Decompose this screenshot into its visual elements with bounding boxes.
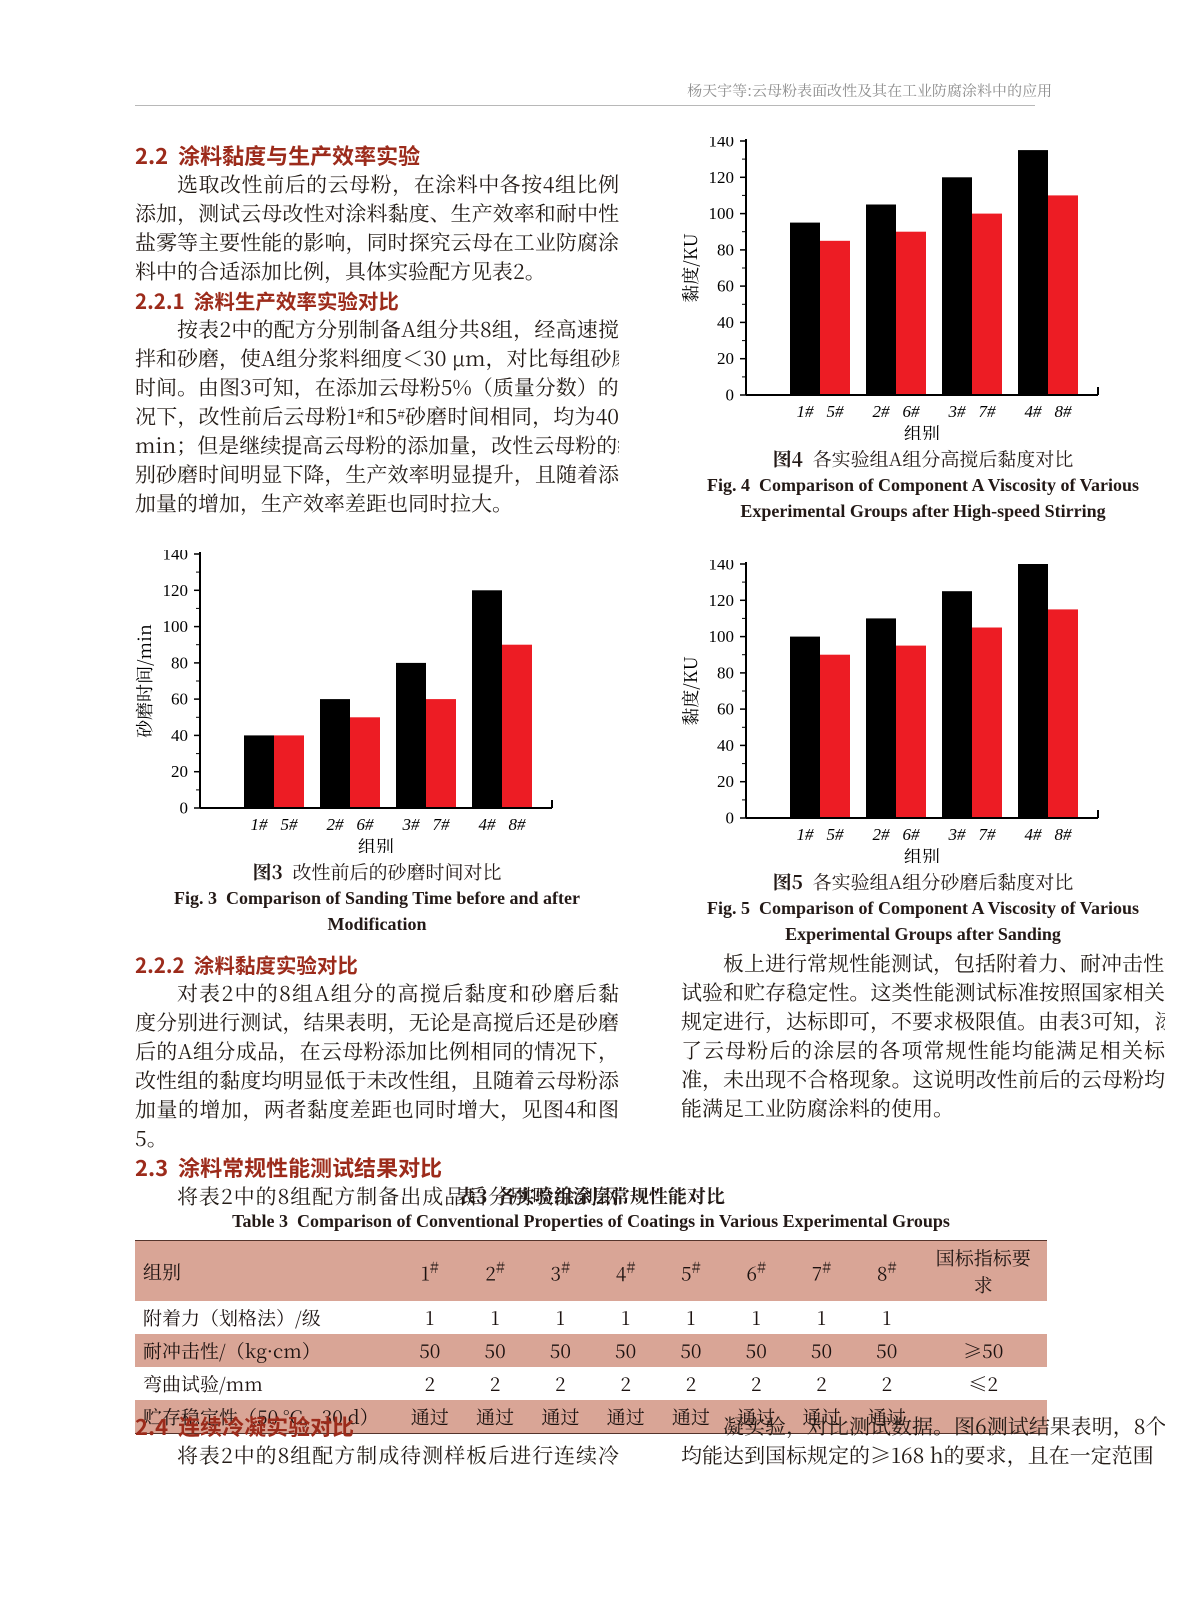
svg-text:4#: 4# xyxy=(1025,825,1043,844)
svg-text:8#: 8# xyxy=(1055,402,1073,421)
svg-text:7#: 7# xyxy=(433,815,451,834)
svg-text:120: 120 xyxy=(709,168,735,187)
svg-text:组别: 组别 xyxy=(904,843,940,863)
svg-text:0: 0 xyxy=(726,386,735,405)
svg-text:0: 0 xyxy=(180,799,189,818)
svg-text:120: 120 xyxy=(709,591,735,610)
svg-text:100: 100 xyxy=(709,627,735,646)
svg-text:20: 20 xyxy=(171,762,188,781)
svg-text:组别: 组别 xyxy=(904,420,940,440)
svg-text:2#: 2# xyxy=(873,402,891,421)
svg-text:7#: 7# xyxy=(979,402,997,421)
svg-text:60: 60 xyxy=(717,700,734,719)
svg-text:60: 60 xyxy=(717,277,734,296)
svg-text:黏度/KU: 黏度/KU xyxy=(681,656,703,726)
svg-text:140: 140 xyxy=(709,560,735,574)
svg-text:3#: 3# xyxy=(948,825,967,844)
svg-text:5#: 5# xyxy=(827,402,845,421)
svg-text:60: 60 xyxy=(171,690,188,709)
svg-text:1#: 1# xyxy=(251,815,269,834)
svg-text:6#: 6# xyxy=(903,825,921,844)
svg-text:2#: 2# xyxy=(873,825,891,844)
svg-text:80: 80 xyxy=(171,653,188,672)
svg-text:4#: 4# xyxy=(1025,402,1043,421)
svg-text:100: 100 xyxy=(709,204,735,223)
svg-text:6#: 6# xyxy=(903,402,921,421)
svg-text:3#: 3# xyxy=(402,815,421,834)
svg-text:20: 20 xyxy=(717,349,734,368)
svg-text:0: 0 xyxy=(726,809,735,828)
svg-text:4#: 4# xyxy=(479,815,497,834)
svg-text:组别: 组别 xyxy=(358,833,394,853)
svg-text:8#: 8# xyxy=(509,815,527,834)
svg-text:6#: 6# xyxy=(357,815,375,834)
svg-text:2#: 2# xyxy=(327,815,345,834)
svg-text:40: 40 xyxy=(171,726,188,745)
svg-text:7#: 7# xyxy=(979,825,997,844)
svg-text:3#: 3# xyxy=(948,402,967,421)
svg-text:1#: 1# xyxy=(797,402,815,421)
svg-text:8#: 8# xyxy=(1055,825,1073,844)
svg-text:5#: 5# xyxy=(827,825,845,844)
svg-text:1#: 1# xyxy=(797,825,815,844)
svg-text:砂磨时间/min: 砂磨时间/min xyxy=(135,624,157,738)
svg-text:80: 80 xyxy=(717,663,734,682)
svg-text:20: 20 xyxy=(717,772,734,791)
svg-text:140: 140 xyxy=(163,550,189,564)
svg-text:40: 40 xyxy=(717,736,734,755)
svg-text:140: 140 xyxy=(709,137,735,151)
svg-text:40: 40 xyxy=(717,313,734,332)
svg-text:80: 80 xyxy=(717,240,734,259)
svg-text:120: 120 xyxy=(163,581,189,600)
svg-text:黏度/KU: 黏度/KU xyxy=(681,233,703,303)
svg-text:100: 100 xyxy=(163,617,189,636)
svg-text:5#: 5# xyxy=(281,815,299,834)
